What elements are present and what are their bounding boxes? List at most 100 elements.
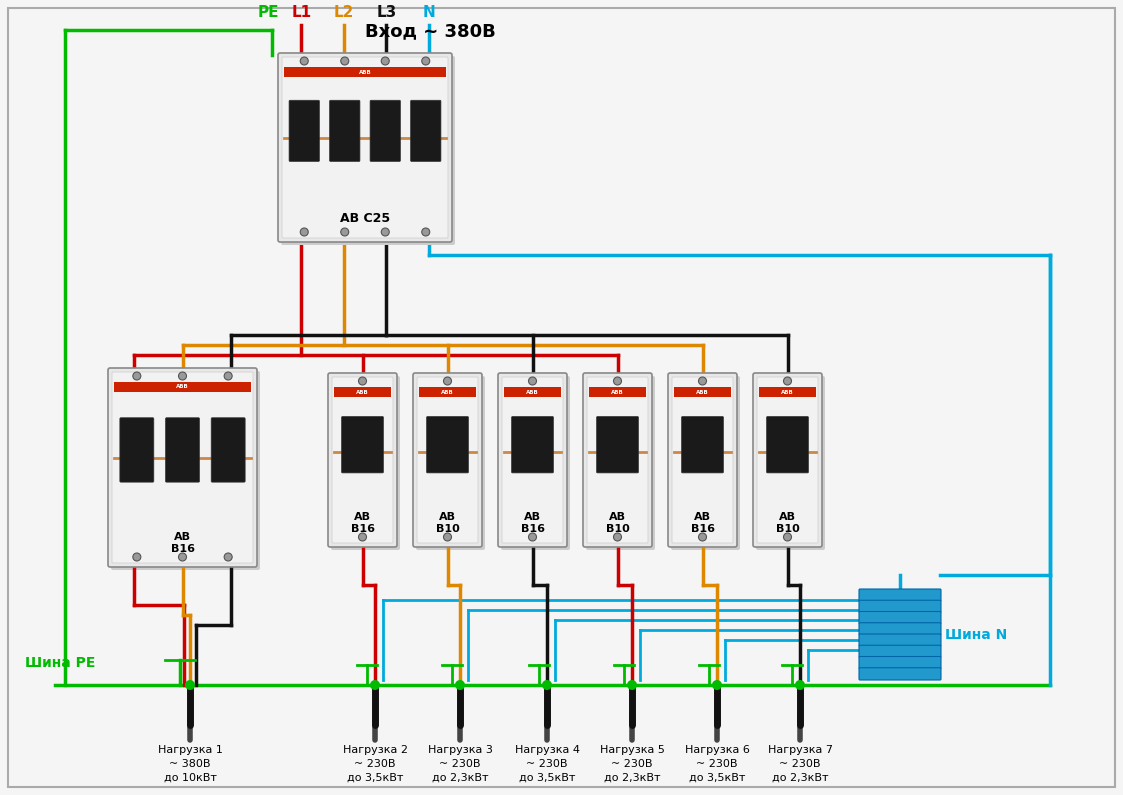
- Text: ABB: ABB: [176, 385, 189, 390]
- FancyBboxPatch shape: [754, 373, 822, 547]
- FancyBboxPatch shape: [211, 417, 245, 482]
- Circle shape: [455, 680, 465, 690]
- FancyBboxPatch shape: [512, 417, 554, 473]
- Text: PE: PE: [257, 5, 279, 20]
- FancyBboxPatch shape: [859, 634, 941, 646]
- FancyBboxPatch shape: [587, 377, 648, 543]
- Circle shape: [613, 533, 621, 541]
- FancyBboxPatch shape: [859, 657, 941, 669]
- Circle shape: [340, 57, 349, 65]
- Text: ABB: ABB: [356, 390, 368, 394]
- FancyBboxPatch shape: [165, 417, 200, 482]
- Circle shape: [225, 553, 232, 561]
- Text: Шина N: Шина N: [944, 628, 1007, 642]
- Text: Нагрузка 7
~ 230В
до 2,3кВт: Нагрузка 7 ~ 230В до 2,3кВт: [767, 745, 832, 783]
- FancyBboxPatch shape: [757, 377, 818, 543]
- Text: АВ С25: АВ С25: [340, 211, 390, 224]
- Circle shape: [699, 533, 706, 541]
- FancyBboxPatch shape: [502, 377, 563, 543]
- Circle shape: [529, 533, 537, 541]
- Circle shape: [340, 228, 349, 236]
- Circle shape: [784, 533, 792, 541]
- Text: ABB: ABB: [782, 390, 794, 394]
- Circle shape: [358, 533, 366, 541]
- FancyBboxPatch shape: [282, 57, 448, 238]
- FancyBboxPatch shape: [332, 377, 393, 543]
- Bar: [115, 382, 252, 392]
- Text: АВ
В10: АВ В10: [436, 512, 459, 533]
- Circle shape: [784, 377, 792, 385]
- FancyBboxPatch shape: [328, 373, 398, 547]
- Text: N: N: [422, 5, 435, 20]
- Text: Нагрузка 4
~ 230В
до 3,5кВт: Нагрузка 4 ~ 230В до 3,5кВт: [514, 745, 579, 783]
- Text: ABB: ABB: [526, 390, 539, 394]
- FancyBboxPatch shape: [859, 668, 941, 680]
- FancyBboxPatch shape: [417, 377, 478, 543]
- Circle shape: [358, 377, 366, 385]
- Text: АВ
В16: АВ В16: [171, 532, 194, 554]
- FancyBboxPatch shape: [756, 376, 825, 550]
- FancyBboxPatch shape: [281, 56, 455, 245]
- FancyBboxPatch shape: [859, 589, 941, 601]
- Circle shape: [422, 57, 430, 65]
- FancyBboxPatch shape: [411, 100, 441, 161]
- Text: АВ
В10: АВ В10: [776, 512, 800, 533]
- FancyBboxPatch shape: [341, 417, 383, 473]
- Circle shape: [185, 680, 195, 690]
- Circle shape: [179, 372, 186, 380]
- Text: Нагрузка 3
~ 230В
до 2,3кВт: Нагрузка 3 ~ 230В до 2,3кВт: [428, 745, 493, 783]
- Bar: [674, 387, 731, 397]
- FancyBboxPatch shape: [289, 100, 319, 161]
- FancyBboxPatch shape: [668, 373, 737, 547]
- Circle shape: [225, 372, 232, 380]
- Text: АВ
В10: АВ В10: [605, 512, 629, 533]
- Text: Шина РЕ: Шина РЕ: [25, 656, 95, 670]
- Text: АВ
В16: АВ В16: [520, 512, 545, 533]
- FancyBboxPatch shape: [859, 622, 941, 635]
- FancyBboxPatch shape: [427, 417, 468, 473]
- Text: Нагрузка 2
~ 230В
до 3,5кВт: Нагрузка 2 ~ 230В до 3,5кВт: [343, 745, 408, 783]
- FancyBboxPatch shape: [596, 417, 639, 473]
- Bar: [284, 67, 446, 77]
- Circle shape: [699, 377, 706, 385]
- Text: L1: L1: [291, 5, 311, 20]
- FancyBboxPatch shape: [859, 646, 941, 657]
- FancyBboxPatch shape: [859, 611, 941, 624]
- FancyBboxPatch shape: [413, 373, 482, 547]
- FancyBboxPatch shape: [329, 100, 360, 161]
- FancyBboxPatch shape: [112, 372, 253, 563]
- Text: Нагрузка 6
~ 230В
до 3,5кВт: Нагрузка 6 ~ 230В до 3,5кВт: [685, 745, 749, 783]
- FancyBboxPatch shape: [586, 376, 655, 550]
- Circle shape: [381, 228, 390, 236]
- Text: ABB: ABB: [611, 390, 624, 394]
- Text: ABB: ABB: [441, 390, 454, 394]
- Circle shape: [627, 680, 637, 690]
- Circle shape: [133, 553, 140, 561]
- FancyBboxPatch shape: [672, 376, 740, 550]
- FancyBboxPatch shape: [108, 368, 257, 567]
- Circle shape: [444, 533, 451, 541]
- Text: L2: L2: [334, 5, 354, 20]
- Circle shape: [300, 228, 308, 236]
- FancyBboxPatch shape: [331, 376, 400, 550]
- FancyBboxPatch shape: [111, 371, 261, 570]
- FancyBboxPatch shape: [583, 373, 652, 547]
- Text: Вход ~ 380В: Вход ~ 380В: [365, 22, 495, 40]
- Text: АВ
В16: АВ В16: [350, 512, 374, 533]
- FancyBboxPatch shape: [682, 417, 723, 473]
- Circle shape: [422, 228, 430, 236]
- Circle shape: [179, 553, 186, 561]
- Bar: [759, 387, 816, 397]
- Circle shape: [529, 377, 537, 385]
- Bar: [334, 387, 391, 397]
- Circle shape: [444, 377, 451, 385]
- FancyBboxPatch shape: [672, 377, 733, 543]
- Circle shape: [613, 377, 621, 385]
- Text: АВ
В16: АВ В16: [691, 512, 714, 533]
- FancyBboxPatch shape: [279, 53, 451, 242]
- FancyBboxPatch shape: [120, 417, 154, 482]
- Text: Нагрузка 5
~ 230В
до 2,3кВт: Нагрузка 5 ~ 230В до 2,3кВт: [600, 745, 665, 783]
- Circle shape: [542, 680, 553, 690]
- Text: L3: L3: [376, 5, 396, 20]
- Text: Нагрузка 1
~ 380В
до 10кВт: Нагрузка 1 ~ 380В до 10кВт: [157, 745, 222, 783]
